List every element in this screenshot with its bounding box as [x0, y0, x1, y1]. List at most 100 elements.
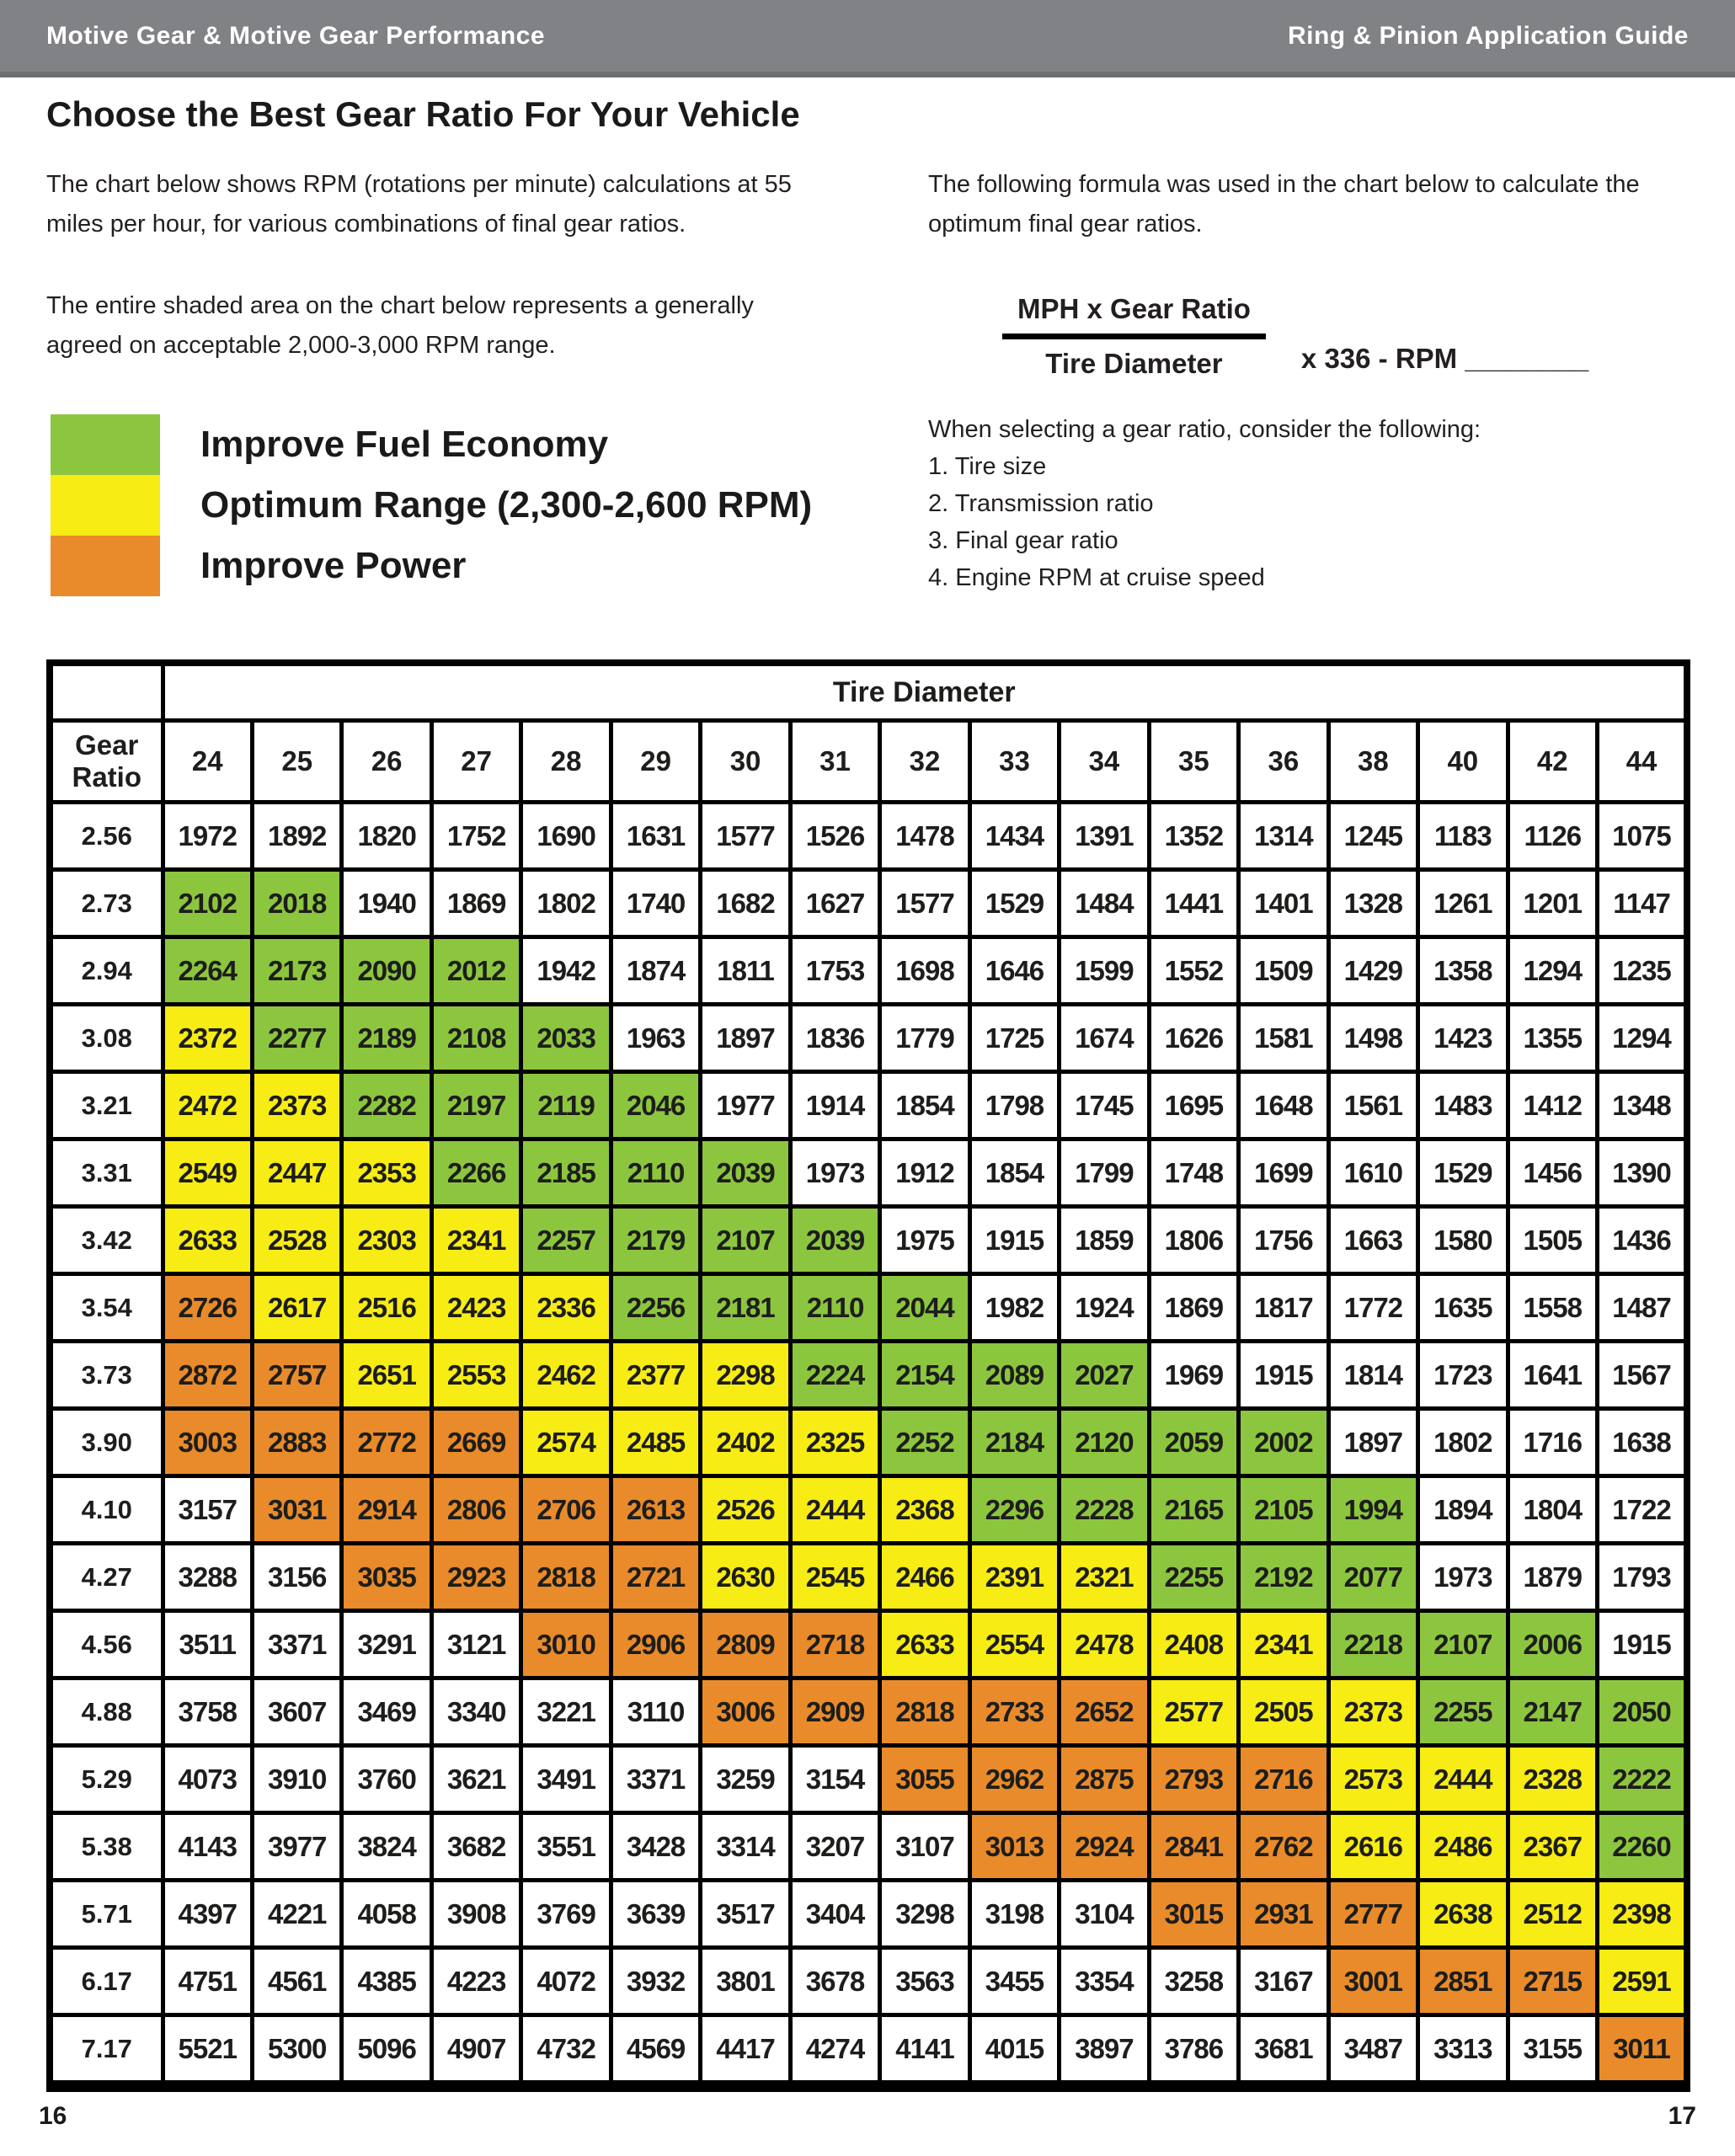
- rpm-cell-3.31-25: 2447: [249, 1137, 344, 1209]
- rpm-cell-6.17-38: 3001: [1326, 1945, 1421, 2017]
- formula-fraction: MPH x Gear Ratio Tire Diameter: [1002, 293, 1266, 380]
- rpm-cell-4.10-30: 2526: [698, 1474, 793, 1545]
- rpm-cell-2.94-29: 1874: [608, 935, 703, 1006]
- rpm-cell-4.88-31: 2909: [787, 1676, 883, 1748]
- rpm-cell-2.56-26: 1820: [339, 800, 434, 872]
- col-header-32: 32: [878, 718, 972, 804]
- rpm-cell-3.08-33: 1725: [967, 1002, 1062, 1074]
- rpm-cell-5.38-34: 2924: [1057, 1811, 1151, 1882]
- rpm-cell-2.94-30: 1811: [698, 935, 793, 1006]
- rpm-cell-3.54-29: 2256: [608, 1272, 703, 1343]
- rpm-cell-3.54-31: 2110: [787, 1272, 883, 1343]
- rpm-cell-6.17-25: 4561: [249, 1945, 344, 2017]
- rpm-cell-7.17-44: 3011: [1595, 2013, 1690, 2089]
- rpm-cell-6.17-44: 2591: [1595, 1945, 1690, 2017]
- ratio-cell-2.56: 2.56: [47, 800, 165, 872]
- rpm-cell-4.27-33: 2391: [967, 1541, 1062, 1613]
- table-row-ratio-3.31: 3.31 2549 2447 2353 2266 2185 2110 2039 1973 1912…: [47, 1137, 1690, 1209]
- rpm-cell-5.29-32: 3055: [878, 1743, 972, 1815]
- consideration-item-3: 3. Final gear ratio: [928, 527, 1118, 554]
- col-header-28: 28: [519, 718, 613, 804]
- rpm-cell-2.73-42: 1201: [1505, 867, 1600, 939]
- rpm-cell-3.42-35: 1806: [1146, 1204, 1241, 1276]
- rpm-cell-6.17-35: 3258: [1146, 1945, 1241, 2017]
- rpm-cell-4.88-25: 3607: [249, 1676, 344, 1748]
- rpm-cell-2.73-26: 1940: [339, 867, 434, 939]
- ratio-cell-3.73: 3.73: [47, 1339, 165, 1411]
- rpm-cell-3.73-30: 2298: [698, 1339, 793, 1411]
- rpm-cell-5.38-24: 4143: [160, 1811, 254, 1882]
- rpm-cell-3.54-44: 1487: [1595, 1272, 1690, 1343]
- rpm-cell-4.10-35: 2165: [1146, 1474, 1241, 1545]
- rpm-cell-5.29-33: 2962: [967, 1743, 1062, 1815]
- rpm-cell-3.08-35: 1626: [1146, 1002, 1241, 1074]
- rpm-cell-4.56-34: 2478: [1057, 1609, 1151, 1680]
- rpm-cell-7.17-30: 4417: [698, 2013, 793, 2089]
- rpm-cell-2.56-25: 1892: [249, 800, 344, 872]
- rpm-cell-5.71-30: 3517: [698, 1878, 793, 1950]
- rpm-cell-3.21-38: 1561: [1326, 1070, 1421, 1141]
- rpm-cell-4.88-27: 3340: [429, 1676, 524, 1748]
- rpm-cell-4.56-26: 3291: [339, 1609, 434, 1680]
- table-row-ratio-3.42: 3.42 2633 2528 2303 2341 2257 2179 2107 2039 1975…: [47, 1204, 1690, 1276]
- rpm-cell-2.73-32: 1577: [878, 867, 972, 939]
- rpm-cell-7.17-24: 5521: [160, 2013, 254, 2089]
- rpm-cell-5.38-29: 3428: [608, 1811, 703, 1882]
- rpm-cell-2.73-31: 1627: [787, 867, 883, 939]
- rpm-cell-5.29-24: 4073: [160, 1743, 254, 1815]
- col-header-44: 44: [1595, 718, 1690, 804]
- rpm-cell-6.17-34: 3354: [1057, 1945, 1151, 2017]
- rpm-cell-2.94-34: 1599: [1057, 935, 1151, 1006]
- rpm-cell-3.73-26: 2651: [339, 1339, 434, 1411]
- rpm-cell-4.88-24: 3758: [160, 1676, 254, 1748]
- rpm-cell-2.94-36: 1509: [1236, 935, 1331, 1006]
- rpm-cell-3.08-38: 1498: [1326, 1002, 1421, 1074]
- rpm-cell-3.31-28: 2185: [519, 1137, 613, 1209]
- rpm-cell-3.42-29: 2179: [608, 1204, 703, 1276]
- gear-ratio-formula: MPH x Gear Ratio Tire Diameter x 336 - R…: [1002, 293, 1588, 380]
- rpm-cell-3.42-38: 1663: [1326, 1204, 1421, 1276]
- rpm-cell-4.27-32: 2466: [878, 1541, 972, 1613]
- rpm-cell-3.54-40: 1635: [1416, 1272, 1510, 1343]
- rpm-cell-7.17-28: 4732: [519, 2013, 613, 2089]
- rpm-cell-3.21-26: 2282: [339, 1070, 434, 1141]
- rpm-cell-3.90-28: 2574: [519, 1406, 613, 1478]
- table-title-row: Tire Diameter: [47, 660, 1690, 723]
- rpm-cell-3.54-42: 1558: [1505, 1272, 1600, 1343]
- rpm-cell-2.56-36: 1314: [1236, 800, 1331, 872]
- rpm-cell-3.08-40: 1423: [1416, 1002, 1510, 1074]
- rpm-cell-3.73-44: 1567: [1595, 1339, 1690, 1411]
- rpm-cell-3.73-24: 2872: [160, 1339, 254, 1411]
- rpm-cell-3.21-29: 2046: [608, 1070, 703, 1141]
- rpm-cell-3.21-40: 1483: [1416, 1070, 1510, 1141]
- rpm-cell-3.54-35: 1869: [1146, 1272, 1241, 1343]
- rpm-cell-5.38-44: 2260: [1595, 1811, 1690, 1882]
- rpm-cell-3.31-29: 2110: [608, 1137, 703, 1209]
- rpm-cell-4.10-29: 2613: [608, 1474, 703, 1545]
- rpm-cell-5.29-28: 3491: [519, 1743, 613, 1815]
- table-title: Tire Diameter: [160, 660, 1690, 723]
- rpm-cell-6.17-24: 4751: [160, 1945, 254, 2017]
- rpm-cell-4.27-28: 2818: [519, 1541, 613, 1613]
- rpm-cell-5.29-31: 3154: [787, 1743, 883, 1815]
- rpm-cell-2.56-44: 1075: [1595, 800, 1690, 872]
- rpm-cell-5.71-38: 2777: [1326, 1878, 1421, 1950]
- rpm-cell-2.94-28: 1942: [519, 935, 613, 1006]
- rpm-cell-6.17-40: 2851: [1416, 1945, 1510, 2017]
- rpm-cell-3.42-36: 1756: [1236, 1204, 1331, 1276]
- rpm-cell-2.56-35: 1352: [1146, 800, 1241, 872]
- rpm-cell-5.38-42: 2367: [1505, 1811, 1600, 1882]
- rpm-cell-4.88-38: 2373: [1326, 1676, 1421, 1748]
- rpm-cell-4.10-42: 1804: [1505, 1474, 1600, 1545]
- rpm-cell-3.08-27: 2108: [429, 1002, 524, 1074]
- rpm-cell-4.56-28: 3010: [519, 1609, 613, 1680]
- rpm-cell-5.71-28: 3769: [519, 1878, 613, 1950]
- ratio-cell-4.27: 4.27: [47, 1541, 165, 1613]
- rpm-cell-3.54-32: 2044: [878, 1272, 972, 1343]
- rpm-cell-2.94-32: 1698: [878, 935, 972, 1006]
- rpm-cell-2.73-25: 2018: [249, 867, 344, 939]
- rpm-cell-4.27-29: 2721: [608, 1541, 703, 1613]
- rpm-cell-2.56-31: 1526: [787, 800, 883, 872]
- rpm-cell-4.88-40: 2255: [1416, 1676, 1510, 1748]
- rpm-cell-3.73-32: 2154: [878, 1339, 972, 1411]
